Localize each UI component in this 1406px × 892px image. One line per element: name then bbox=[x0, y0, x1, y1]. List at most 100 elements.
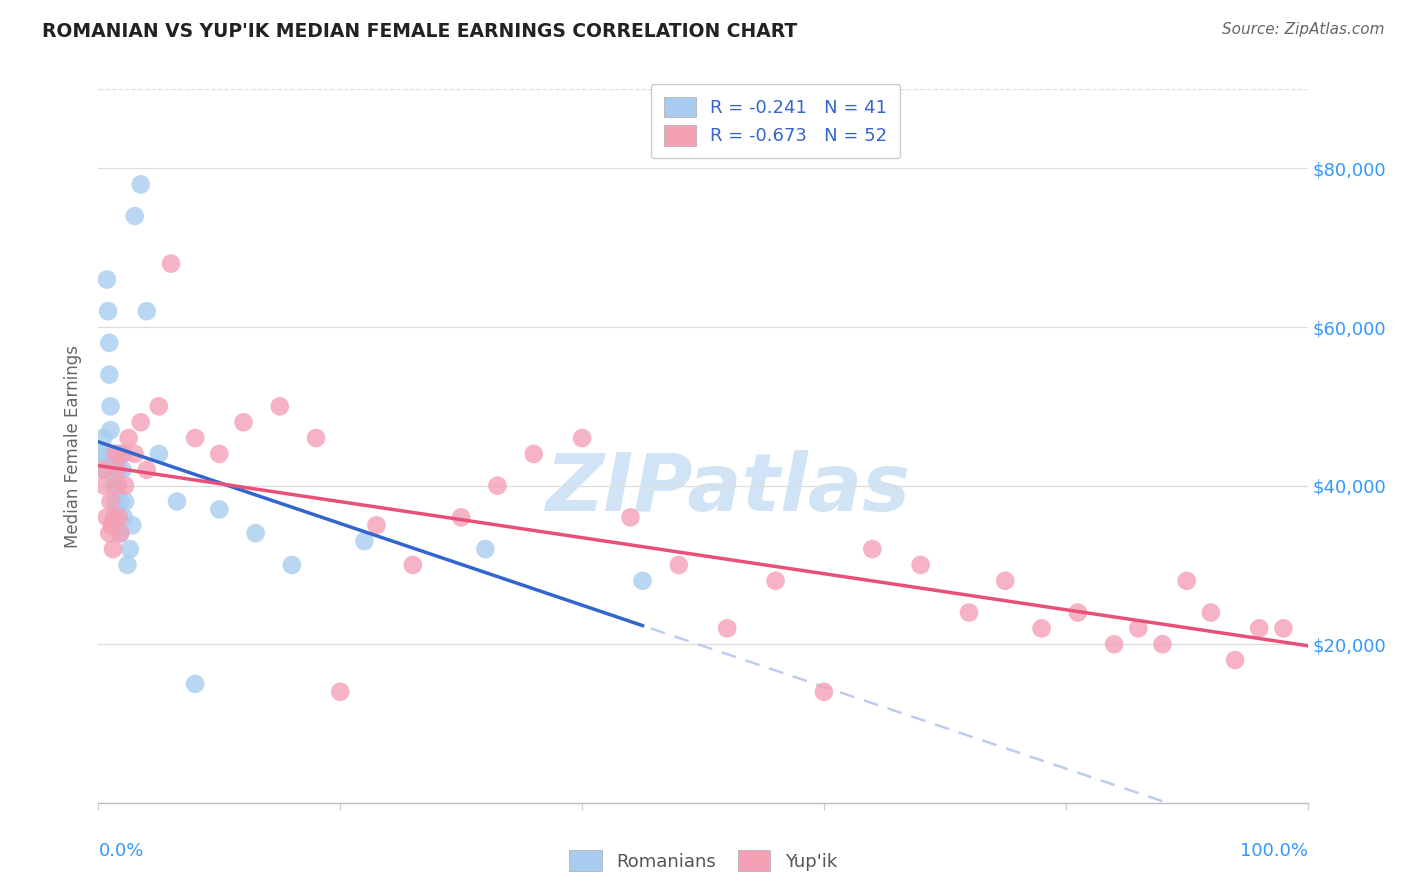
Point bbox=[117, 558, 139, 572]
Point bbox=[232, 415, 254, 429]
Point bbox=[107, 478, 129, 492]
Point bbox=[619, 510, 641, 524]
Point bbox=[523, 447, 546, 461]
Point bbox=[1031, 621, 1053, 635]
Point bbox=[910, 558, 932, 572]
Point bbox=[110, 447, 132, 461]
Point bbox=[129, 178, 152, 192]
Legend: Romanians, Yup'ik: Romanians, Yup'ik bbox=[562, 843, 844, 879]
Point bbox=[160, 257, 183, 271]
Point bbox=[1128, 621, 1150, 635]
Point bbox=[269, 400, 291, 414]
Point bbox=[91, 447, 114, 461]
Point bbox=[100, 423, 122, 437]
Point bbox=[184, 431, 207, 445]
Point bbox=[108, 510, 131, 524]
Point bbox=[366, 518, 388, 533]
Point bbox=[103, 478, 125, 492]
Point bbox=[118, 431, 141, 445]
Point bbox=[100, 494, 122, 508]
Point bbox=[96, 272, 118, 286]
Point bbox=[112, 510, 135, 524]
Point bbox=[305, 431, 328, 445]
Point bbox=[571, 431, 593, 445]
Point bbox=[107, 447, 129, 461]
Point bbox=[166, 494, 188, 508]
Point bbox=[111, 447, 134, 461]
Text: 100.0%: 100.0% bbox=[1240, 842, 1308, 860]
Point bbox=[108, 494, 131, 508]
Point bbox=[129, 415, 152, 429]
Point bbox=[135, 463, 157, 477]
Point bbox=[105, 478, 128, 492]
Point bbox=[103, 455, 125, 469]
Point bbox=[813, 685, 835, 699]
Point bbox=[450, 510, 472, 524]
Point bbox=[121, 518, 143, 533]
Y-axis label: Median Female Earnings: Median Female Earnings bbox=[65, 344, 83, 548]
Point bbox=[668, 558, 690, 572]
Point bbox=[1272, 621, 1295, 635]
Point bbox=[108, 526, 131, 541]
Point bbox=[402, 558, 425, 572]
Legend: R = -0.241   N = 41, R = -0.673   N = 52: R = -0.241 N = 41, R = -0.673 N = 52 bbox=[651, 84, 900, 158]
Point bbox=[184, 677, 207, 691]
Point bbox=[1102, 637, 1125, 651]
Point bbox=[124, 209, 146, 223]
Point bbox=[114, 478, 136, 492]
Point bbox=[93, 478, 115, 492]
Point bbox=[281, 558, 304, 572]
Point bbox=[486, 478, 509, 492]
Point bbox=[1152, 637, 1174, 651]
Point bbox=[208, 502, 231, 516]
Point bbox=[765, 574, 787, 588]
Point bbox=[100, 400, 122, 414]
Point bbox=[108, 463, 131, 477]
Point bbox=[1199, 606, 1222, 620]
Point bbox=[245, 526, 267, 541]
Point bbox=[994, 574, 1017, 588]
Point bbox=[93, 447, 115, 461]
Point bbox=[353, 534, 375, 549]
Point bbox=[98, 526, 121, 541]
Text: ZIPatlas: ZIPatlas bbox=[544, 450, 910, 528]
Point bbox=[94, 463, 117, 477]
Point bbox=[105, 455, 128, 469]
Point bbox=[105, 463, 128, 477]
Point bbox=[103, 510, 125, 524]
Point bbox=[1249, 621, 1271, 635]
Point bbox=[124, 447, 146, 461]
Point bbox=[860, 542, 883, 557]
Point bbox=[101, 463, 124, 477]
Point bbox=[97, 304, 120, 318]
Point bbox=[107, 510, 129, 524]
Point bbox=[957, 606, 980, 620]
Point bbox=[1067, 606, 1090, 620]
Point bbox=[329, 685, 352, 699]
Point bbox=[98, 368, 121, 382]
Point bbox=[91, 463, 114, 477]
Point bbox=[1175, 574, 1198, 588]
Point bbox=[104, 447, 127, 461]
Point bbox=[135, 304, 157, 318]
Point bbox=[98, 335, 121, 350]
Point bbox=[148, 447, 170, 461]
Point bbox=[631, 574, 654, 588]
Point bbox=[96, 510, 118, 524]
Point bbox=[148, 400, 170, 414]
Text: ROMANIAN VS YUP'IK MEDIAN FEMALE EARNINGS CORRELATION CHART: ROMANIAN VS YUP'IK MEDIAN FEMALE EARNING… bbox=[42, 22, 797, 41]
Point bbox=[118, 542, 141, 557]
Point bbox=[208, 447, 231, 461]
Point bbox=[91, 431, 114, 445]
Point bbox=[100, 447, 122, 461]
Text: Source: ZipAtlas.com: Source: ZipAtlas.com bbox=[1222, 22, 1385, 37]
Point bbox=[108, 526, 131, 541]
Point bbox=[100, 518, 122, 533]
Point bbox=[101, 542, 124, 557]
Point bbox=[111, 463, 134, 477]
Point bbox=[114, 494, 136, 508]
Text: 0.0%: 0.0% bbox=[98, 842, 143, 860]
Point bbox=[474, 542, 496, 557]
Point bbox=[104, 494, 127, 508]
Point bbox=[1223, 653, 1246, 667]
